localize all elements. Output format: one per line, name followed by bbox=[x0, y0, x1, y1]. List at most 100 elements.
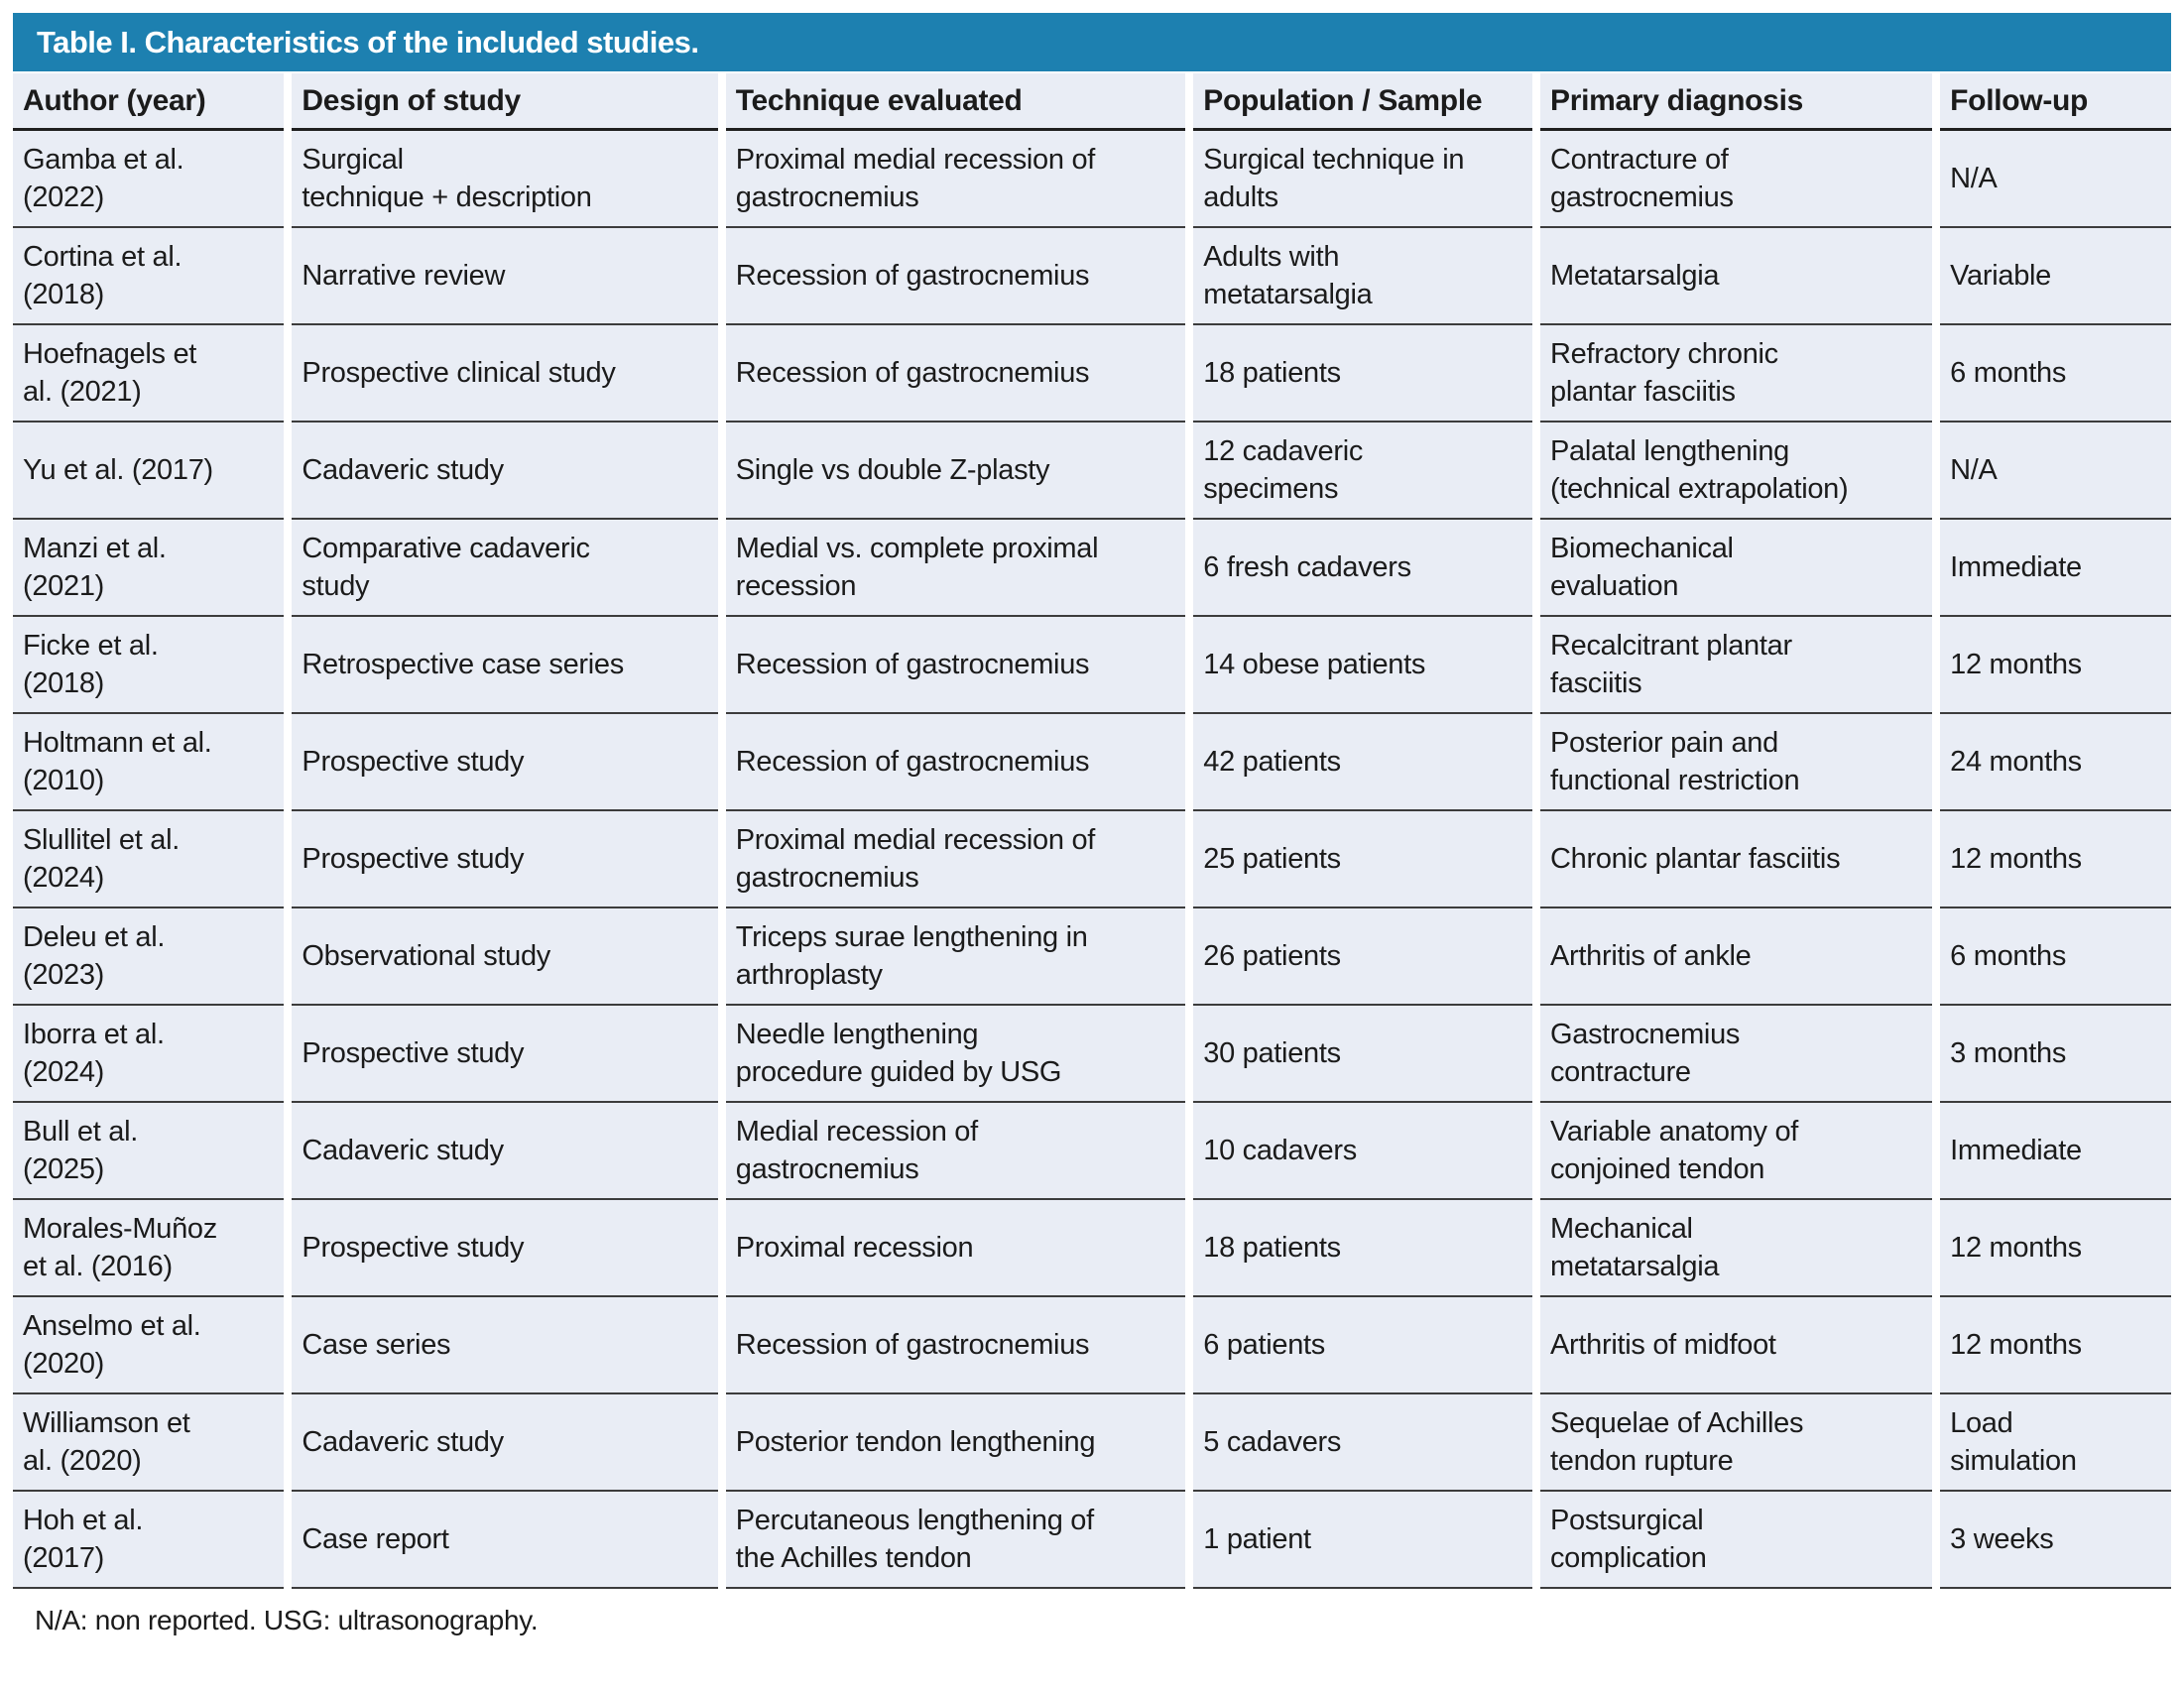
table-row: Bull et al. (2025) Cadaveric study Media… bbox=[13, 1103, 2171, 1200]
cell-population: 10 cadavers bbox=[1193, 1103, 1532, 1200]
cell-author: Yu et al. (2017) bbox=[13, 423, 285, 520]
cell-technique: Proximal medial recession of gastrocnemi… bbox=[725, 131, 1186, 228]
cell-design: Prospective study bbox=[292, 714, 718, 811]
cell-population: 42 patients bbox=[1193, 714, 1532, 811]
cell-technique: Medial vs. complete proximal recession bbox=[725, 520, 1186, 617]
cell-population: 25 patients bbox=[1193, 811, 1532, 908]
column-header-technique: Technique evaluated bbox=[725, 73, 1186, 131]
header-row: Author (year) Design of study Technique … bbox=[13, 73, 2171, 131]
cell-diagnosis: Arthritis of ankle bbox=[1539, 908, 1933, 1006]
cell-population: 5 cadavers bbox=[1193, 1394, 1532, 1492]
table-title: Table I. Characteristics of the included… bbox=[37, 24, 699, 60]
cell-technique: Recession of gastrocnemius bbox=[725, 325, 1186, 423]
cell-diagnosis: Posterior pain and functional restrictio… bbox=[1539, 714, 1933, 811]
table-row: Anselmo et al. (2020) Case series Recess… bbox=[13, 1297, 2171, 1394]
cell-diagnosis: Postsurgical complication bbox=[1539, 1492, 1933, 1589]
cell-followup: 12 months bbox=[1940, 1200, 2171, 1297]
cell-author: Slullitel et al. (2024) bbox=[13, 811, 285, 908]
cell-population: Surgical technique in adults bbox=[1193, 131, 1532, 228]
cell-author: Gamba et al. (2022) bbox=[13, 131, 285, 228]
cell-technique: Recession of gastrocnemius bbox=[725, 714, 1186, 811]
cell-author: Hoefnagels et al. (2021) bbox=[13, 325, 285, 423]
cell-followup: N/A bbox=[1940, 423, 2171, 520]
table-footnote: N/A: non reported. USG: ultrasonography. bbox=[35, 1605, 539, 1635]
cell-design: Retrospective case series bbox=[292, 617, 718, 714]
table-row: Williamson et al. (2020) Cadaveric study… bbox=[13, 1394, 2171, 1492]
table-row: Holtmann et al. (2010) Prospective study… bbox=[13, 714, 2171, 811]
cell-design: Prospective study bbox=[292, 811, 718, 908]
cell-technique: Proximal recession bbox=[725, 1200, 1186, 1297]
cell-population: 30 patients bbox=[1193, 1006, 1532, 1103]
cell-followup: 12 months bbox=[1940, 617, 2171, 714]
cell-design: Narrative review bbox=[292, 228, 718, 325]
cell-followup: 3 months bbox=[1940, 1006, 2171, 1103]
cell-followup: Immediate bbox=[1940, 520, 2171, 617]
table-row: Gamba et al. (2022) Surgical technique +… bbox=[13, 131, 2171, 228]
cell-population: 26 patients bbox=[1193, 908, 1532, 1006]
cell-technique: Single vs double Z-plasty bbox=[725, 423, 1186, 520]
cell-author: Bull et al. (2025) bbox=[13, 1103, 285, 1200]
cell-technique: Recession of gastrocnemius bbox=[725, 228, 1186, 325]
cell-design: Cadaveric study bbox=[292, 1394, 718, 1492]
cell-design: Observational study bbox=[292, 908, 718, 1006]
cell-diagnosis: Sequelae of Achilles tendon rupture bbox=[1539, 1394, 1933, 1492]
cell-design: Cadaveric study bbox=[292, 423, 718, 520]
cell-author: Manzi et al. (2021) bbox=[13, 520, 285, 617]
table-row: Morales-Muñoz et al. (2016) Prospective … bbox=[13, 1200, 2171, 1297]
cell-technique: Recession of gastrocnemius bbox=[725, 1297, 1186, 1394]
cell-diagnosis: Recalcitrant plantar fasciitis bbox=[1539, 617, 1933, 714]
cell-followup: 6 months bbox=[1940, 325, 2171, 423]
cell-followup: 6 months bbox=[1940, 908, 2171, 1006]
cell-author: Anselmo et al. (2020) bbox=[13, 1297, 285, 1394]
cell-diagnosis: Arthritis of midfoot bbox=[1539, 1297, 1933, 1394]
cell-followup: 12 months bbox=[1940, 1297, 2171, 1394]
cell-population: 1 patient bbox=[1193, 1492, 1532, 1589]
cell-author: Deleu et al. (2023) bbox=[13, 908, 285, 1006]
cell-followup: Load simulation bbox=[1940, 1394, 2171, 1492]
table-row: Manzi et al. (2021) Comparative cadaveri… bbox=[13, 520, 2171, 617]
cell-diagnosis: Metatarsalgia bbox=[1539, 228, 1933, 325]
cell-technique: Medial recession of gastrocnemius bbox=[725, 1103, 1186, 1200]
cell-population: Adults with metatarsalgia bbox=[1193, 228, 1532, 325]
cell-technique: Percutaneous lengthening of the Achilles… bbox=[725, 1492, 1186, 1589]
table-row: Hoefnagels et al. (2021) Prospective cli… bbox=[13, 325, 2171, 423]
cell-technique: Posterior tendon lengthening bbox=[725, 1394, 1186, 1492]
cell-technique: Proximal medial recession of gastrocnemi… bbox=[725, 811, 1186, 908]
cell-population: 18 patients bbox=[1193, 1200, 1532, 1297]
column-header-population: Population / Sample bbox=[1193, 73, 1532, 131]
cell-diagnosis: Palatal lengthening (technical extrapola… bbox=[1539, 423, 1933, 520]
table-row: Ficke et al. (2018) Retrospective case s… bbox=[13, 617, 2171, 714]
cell-followup: Immediate bbox=[1940, 1103, 2171, 1200]
cell-diagnosis: Mechanical metatarsalgia bbox=[1539, 1200, 1933, 1297]
cell-design: Comparative cadaveric study bbox=[292, 520, 718, 617]
cell-population: 12 cadaveric specimens bbox=[1193, 423, 1532, 520]
cell-author: Holtmann et al. (2010) bbox=[13, 714, 285, 811]
cell-design: Surgical technique + description bbox=[292, 131, 718, 228]
cell-diagnosis: Biomechanical evaluation bbox=[1539, 520, 1933, 617]
cell-design: Case series bbox=[292, 1297, 718, 1394]
cell-technique: Needle lengthening procedure guided by U… bbox=[725, 1006, 1186, 1103]
cell-technique: Recession of gastrocnemius bbox=[725, 617, 1186, 714]
cell-followup: 12 months bbox=[1940, 811, 2171, 908]
cell-diagnosis: Refractory chronic plantar fasciitis bbox=[1539, 325, 1933, 423]
table-row: Iborra et al. (2024) Prospective study N… bbox=[13, 1006, 2171, 1103]
table-row: Hoh et al. (2017) Case report Percutaneo… bbox=[13, 1492, 2171, 1589]
cell-author: Hoh et al. (2017) bbox=[13, 1492, 285, 1589]
cell-followup: N/A bbox=[1940, 131, 2171, 228]
cell-diagnosis: Contracture of gastrocnemius bbox=[1539, 131, 1933, 228]
page: Table I. Characteristics of the included… bbox=[13, 13, 2171, 1635]
column-header-author: Author (year) bbox=[13, 73, 285, 131]
cell-author: Ficke et al. (2018) bbox=[13, 617, 285, 714]
cell-design: Prospective clinical study bbox=[292, 325, 718, 423]
cell-author: Morales-Muñoz et al. (2016) bbox=[13, 1200, 285, 1297]
column-header-followup: Follow-up bbox=[1940, 73, 2171, 131]
cell-author: Williamson et al. (2020) bbox=[13, 1394, 285, 1492]
cell-design: Cadaveric study bbox=[292, 1103, 718, 1200]
table-row: Slullitel et al. (2024) Prospective stud… bbox=[13, 811, 2171, 908]
table-title-bar: Table I. Characteristics of the included… bbox=[13, 13, 2171, 71]
table-row: Yu et al. (2017) Cadaveric study Single … bbox=[13, 423, 2171, 520]
cell-author: Iborra et al. (2024) bbox=[13, 1006, 285, 1103]
table-row: Cortina et al. (2018) Narrative review R… bbox=[13, 228, 2171, 325]
cell-diagnosis: Chronic plantar fasciitis bbox=[1539, 811, 1933, 908]
cell-population: 14 obese patients bbox=[1193, 617, 1532, 714]
